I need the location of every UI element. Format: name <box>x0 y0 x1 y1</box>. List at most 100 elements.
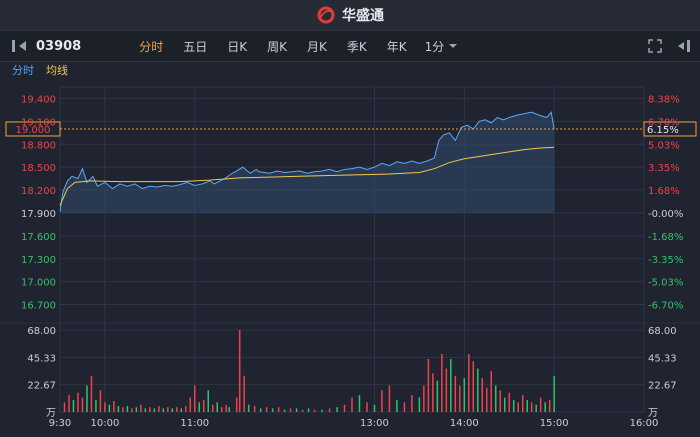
brand-logo: 华盛通 <box>316 5 384 25</box>
volume-bar <box>539 397 542 412</box>
y-tick-label: 17.300 <box>21 255 56 266</box>
volume-bar <box>373 404 376 412</box>
volume-bar <box>307 408 310 412</box>
volume-bar <box>144 408 147 412</box>
pct-tick-label: 5.03% <box>648 140 680 151</box>
volume-bar <box>135 407 138 412</box>
volume-bar <box>454 375 457 412</box>
tab-timeshare-line[interactable]: 分时 <box>12 64 34 77</box>
collapse-panel-icon[interactable] <box>676 39 692 53</box>
volume-bar <box>228 407 230 412</box>
stock-symbol: 03908 <box>36 38 82 54</box>
volume-bar <box>271 408 274 412</box>
tab-timeshare[interactable]: 分时 <box>139 39 164 54</box>
brand-logo-icon <box>317 6 335 24</box>
volume-bar <box>149 407 151 412</box>
current-pct-box <box>643 121 697 137</box>
pct-tick-label: -3.35% <box>648 255 683 266</box>
volume-bar <box>366 402 368 412</box>
period-tabs: 分时 五日 日K 周K 月K 季K 年K <box>129 38 416 55</box>
chart-toolbar: 03908 分时 五日 日K 周K 月K 季K 年K 1分 <box>0 30 700 62</box>
vol-tick-label-left: 22.67 <box>27 381 56 392</box>
volume-bar <box>198 402 201 412</box>
volume-bar <box>499 390 501 412</box>
volume-bar <box>153 408 156 412</box>
volume-bar <box>517 402 519 412</box>
volume-bar <box>423 385 425 412</box>
volume-bar <box>436 380 439 412</box>
pct-tick-label: 8.38% <box>648 94 680 105</box>
volume-bar <box>343 404 346 412</box>
volume-bar <box>336 407 338 412</box>
y-tick-label: 18.500 <box>21 163 56 174</box>
volume-bar <box>189 397 192 412</box>
indicator-tabs: 分时 均线 <box>0 61 68 79</box>
volume-bar <box>535 404 537 412</box>
volume-bar <box>289 408 292 412</box>
volume-bar <box>176 407 178 412</box>
volume-bar <box>418 397 421 412</box>
volume-bar <box>243 375 245 412</box>
volume-bar <box>86 385 88 412</box>
sidebar-toggle-icon[interactable] <box>10 37 32 55</box>
price-area <box>60 112 555 213</box>
fullscreen-icon[interactable] <box>648 39 662 53</box>
volume-bar <box>235 397 238 412</box>
volume-bar <box>211 404 214 412</box>
volume-bar <box>140 404 142 412</box>
tab-month-k[interactable]: 月K <box>307 39 327 54</box>
y-tick-label: 18.200 <box>21 186 56 197</box>
volume-bar <box>220 407 223 412</box>
volume-bar <box>481 378 484 412</box>
y-tick-label: 17.600 <box>21 232 56 243</box>
volume-bar <box>259 408 262 412</box>
volume-bar <box>411 395 413 412</box>
x-tick-label: 16:00 <box>630 418 659 429</box>
volume-bar <box>126 405 129 412</box>
volume-bar <box>441 354 443 412</box>
vol-tick-label-right: 万 <box>648 408 658 419</box>
x-tick-label: 13:00 <box>360 418 389 429</box>
volume-bar <box>459 385 461 412</box>
volume-bar <box>283 409 286 412</box>
pct-tick-label: 6.70% <box>648 117 680 128</box>
vol-tick-label-left: 万 <box>46 408 56 419</box>
volume-bar <box>396 399 398 412</box>
volume-bar <box>253 405 256 412</box>
pct-tick-label: -0.00% <box>648 209 683 220</box>
volume-bar <box>95 399 97 412</box>
volume-bar <box>194 385 196 412</box>
volume-bar <box>472 361 475 412</box>
y-tick-label: 17.900 <box>21 209 56 220</box>
vol-tick-label-right: 45.33 <box>648 353 677 364</box>
pct-tick-label: -5.03% <box>648 278 683 289</box>
average-line <box>59 146 555 206</box>
volume-bar <box>463 378 466 412</box>
volume-bar <box>225 404 227 412</box>
tab-quarter-k[interactable]: 季K <box>346 39 367 54</box>
volume-bar <box>521 395 524 412</box>
volume-bar <box>526 399 528 412</box>
volume-bar <box>508 392 510 412</box>
tab-average-line[interactable]: 均线 <box>46 64 68 77</box>
volume-bar <box>530 402 533 412</box>
volume-bar <box>328 408 331 412</box>
tab-day-k[interactable]: 日K <box>227 39 248 54</box>
minute-select[interactable]: 1分 <box>425 38 459 55</box>
y-tick-label: 18.800 <box>21 140 56 151</box>
volume-bar <box>477 368 479 412</box>
volume-bar <box>503 397 506 412</box>
tab-week-k[interactable]: 周K <box>267 39 288 54</box>
tab-year-k[interactable]: 年K <box>386 39 407 54</box>
volume-bar <box>548 399 551 412</box>
volume-bar <box>162 408 165 412</box>
tab-five-day[interactable]: 五日 <box>183 39 208 54</box>
volume-bar <box>171 408 174 412</box>
toolbar-right <box>648 39 692 53</box>
volume-bar <box>72 399 75 412</box>
volume-bar <box>131 408 133 412</box>
volume-bar <box>432 373 434 412</box>
volume-bar <box>68 395 70 412</box>
volume-bar <box>313 409 316 412</box>
volume-bar <box>216 402 218 412</box>
